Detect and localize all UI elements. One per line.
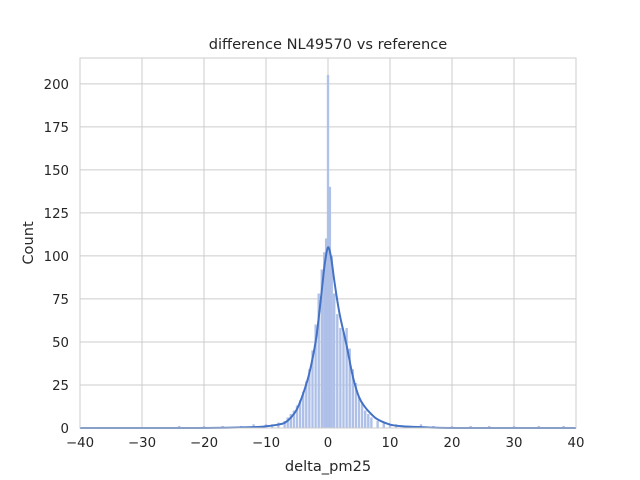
x-tick-label: −30: [128, 436, 156, 451]
x-tick-label: −10: [252, 436, 280, 451]
histogram-bar: [370, 417, 373, 429]
y-tick-label: 25: [52, 379, 69, 394]
histogram-bar: [324, 238, 328, 429]
kde-curve: [79, 246, 577, 430]
x-tick-label: 40: [568, 436, 585, 451]
y-axis-label: Count: [20, 221, 37, 265]
y-tick-label: 150: [44, 164, 69, 179]
chart-title: difference NL49570 vs reference: [209, 36, 448, 53]
histogram-bar: [357, 396, 361, 429]
histogram-bar: [336, 314, 339, 429]
y-tick-label: 175: [44, 121, 69, 136]
histogram-bar: [364, 410, 367, 429]
x-tick-label: 0: [324, 436, 332, 451]
y-tick-label: 0: [61, 422, 69, 437]
x-axis-label: delta_pm25: [285, 458, 371, 475]
y-tick-label: 125: [44, 207, 69, 222]
histogram-bar: [342, 331, 345, 429]
histogram-bar: [330, 255, 333, 429]
y-tick-label: 50: [52, 336, 69, 351]
x-tick-label: 30: [506, 436, 523, 451]
plot-frame: [79, 57, 577, 429]
y-tick-label: 75: [52, 293, 69, 308]
x-tick-label: −40: [66, 436, 94, 451]
x-tick-label: 20: [444, 436, 461, 451]
x-tick-label: −20: [190, 436, 218, 451]
histogram-bar: [333, 293, 336, 429]
y-tick-label: 100: [44, 250, 69, 265]
histogram-bar: [376, 420, 379, 429]
y-tick-labels: 0 25 50 75 100 125 150 175 200: [44, 78, 69, 437]
x-tick-labels: −40 −30 −20 −10 0 10 20 30 40: [66, 436, 584, 451]
x-tick-label: 10: [382, 436, 399, 451]
histogram-bar: [360, 403, 364, 429]
histogram-bar: [367, 413, 370, 429]
histogram-bar: [328, 186, 332, 429]
histogram-bar: [339, 327, 342, 429]
y-tick-label: 200: [44, 78, 69, 93]
